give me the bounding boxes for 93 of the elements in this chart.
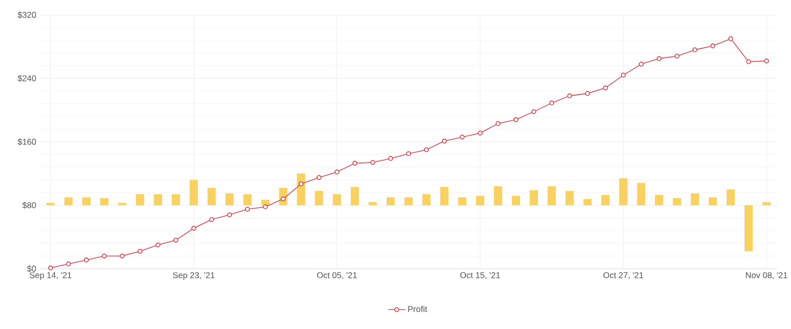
y-tick-label: $320: [18, 11, 36, 18]
bar: [476, 196, 484, 206]
point: [442, 138, 447, 144]
point: [173, 238, 178, 242]
point: [674, 54, 680, 58]
bar: [190, 180, 198, 206]
point: [227, 212, 232, 217]
bar: [368, 202, 377, 206]
point: [388, 156, 394, 161]
bar: [512, 196, 520, 206]
point: [656, 56, 662, 61]
y-tick-label: $240: [18, 74, 36, 82]
point: [406, 151, 411, 156]
point: [424, 147, 429, 152]
bar: [136, 194, 144, 206]
point: [620, 72, 626, 78]
point: [84, 257, 89, 262]
y-tick-label: $160: [18, 138, 36, 146]
bar: [726, 189, 735, 206]
bar: [172, 194, 180, 206]
bar: [619, 178, 628, 206]
bar: [64, 197, 73, 206]
point: [549, 100, 554, 106]
point: [764, 58, 769, 64]
bar: [458, 197, 466, 206]
point: [138, 248, 142, 254]
bar: [154, 194, 162, 206]
point: [209, 216, 214, 222]
point: [245, 206, 250, 212]
legend-label: Profit: [408, 306, 428, 312]
x-tick-label: Nov 08, '21: [746, 272, 788, 279]
bar: [762, 202, 771, 206]
bar: [208, 188, 216, 206]
bar: [655, 194, 664, 206]
bar: [225, 193, 234, 206]
point: [156, 242, 160, 248]
point: [120, 253, 125, 258]
y-tick-label: $0: [27, 265, 36, 272]
bar: [243, 194, 252, 206]
bar: [332, 194, 342, 206]
bar: [422, 194, 431, 206]
x-tick-label: Sep 14, '21: [30, 272, 72, 280]
bar: [261, 200, 270, 206]
point: [478, 130, 483, 136]
y-tick-label: $80: [22, 202, 36, 208]
bar: [637, 182, 646, 206]
bar: [386, 197, 395, 206]
bar: [82, 197, 90, 206]
x-tick-label: Oct 15, '21: [460, 272, 500, 279]
bar: [583, 198, 592, 206]
x-tick-label: Sep 23, '21: [172, 272, 215, 280]
bar: [566, 190, 574, 206]
point: [280, 196, 286, 202]
point: [191, 226, 196, 230]
point: [531, 109, 536, 114]
point: [514, 116, 518, 122]
point: [102, 253, 107, 258]
point: [298, 181, 304, 186]
point: [710, 43, 716, 48]
point: [728, 36, 734, 41]
point: [602, 85, 608, 90]
point: [334, 169, 340, 174]
bar: [690, 193, 700, 206]
point: [48, 265, 53, 270]
bar: [46, 202, 55, 206]
point: [585, 90, 590, 96]
point: [692, 47, 698, 52]
point: [496, 120, 500, 126]
x-tick-label: Oct 27, '21: [603, 272, 644, 279]
point: [370, 160, 376, 165]
x-tick-label: Oct 05, '21: [317, 272, 357, 279]
bar: [494, 186, 502, 206]
bar: [100, 198, 108, 206]
point: [567, 93, 572, 98]
bar: [404, 197, 413, 206]
point: [638, 61, 644, 66]
bar: [314, 190, 324, 206]
point: [746, 59, 752, 64]
bar: [708, 197, 717, 206]
bar: [601, 194, 610, 206]
point: [262, 204, 268, 210]
bar: [672, 198, 682, 206]
point: [66, 261, 71, 266]
bar: [297, 173, 306, 206]
bar: [440, 186, 448, 206]
point: [316, 174, 322, 180]
point: [352, 160, 358, 166]
bar: [118, 202, 126, 206]
bar: [530, 190, 538, 206]
bar: [548, 186, 556, 206]
bar: [744, 205, 753, 252]
point: [460, 134, 465, 140]
bar: [350, 186, 359, 206]
